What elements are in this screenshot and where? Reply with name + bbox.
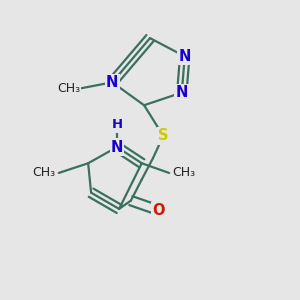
Text: CH₃: CH₃	[172, 167, 195, 179]
Text: CH₃: CH₃	[33, 167, 56, 179]
Text: H: H	[112, 118, 123, 131]
Text: S: S	[158, 128, 169, 143]
Text: N: N	[178, 49, 191, 64]
Text: N: N	[106, 75, 118, 90]
Text: N: N	[176, 85, 188, 100]
Text: O: O	[153, 203, 165, 218]
Text: N: N	[111, 140, 123, 154]
Text: CH₃: CH₃	[57, 82, 80, 95]
